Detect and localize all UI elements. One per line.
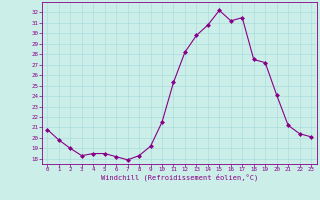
X-axis label: Windchill (Refroidissement éolien,°C): Windchill (Refroidissement éolien,°C) [100, 174, 258, 181]
